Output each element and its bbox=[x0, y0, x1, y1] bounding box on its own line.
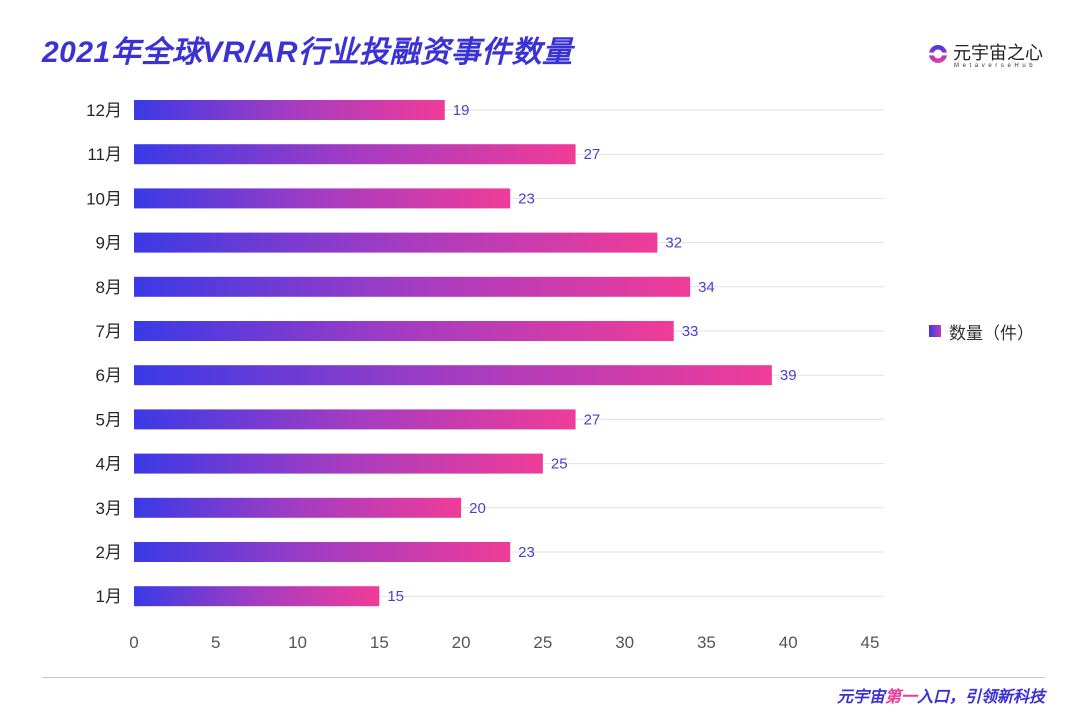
x-tick-label: 15 bbox=[370, 633, 389, 652]
footer-slogan-highlight: 第一 bbox=[884, 689, 917, 706]
data-label: 25 bbox=[551, 456, 568, 473]
x-tick-label: 40 bbox=[779, 633, 798, 652]
data-label: 32 bbox=[665, 235, 682, 252]
category-label: 4月 bbox=[96, 455, 122, 474]
category-label: 5月 bbox=[96, 410, 122, 429]
bar bbox=[134, 586, 380, 607]
data-label: 34 bbox=[698, 279, 715, 296]
bar bbox=[134, 276, 691, 297]
data-label: 39 bbox=[780, 367, 797, 384]
logo-subtitle: MetaverseHub bbox=[954, 63, 1037, 69]
bar bbox=[134, 321, 674, 341]
category-label: 10月 bbox=[86, 189, 122, 208]
x-tick-label: 25 bbox=[533, 633, 552, 652]
bar bbox=[134, 453, 543, 474]
x-tick-label: 35 bbox=[697, 633, 716, 652]
bar bbox=[134, 409, 576, 430]
category-label: 7月 bbox=[96, 322, 122, 341]
category-label: 2月 bbox=[96, 543, 122, 562]
x-tick-label: 45 bbox=[861, 633, 880, 652]
metaverse-hub-logo-icon bbox=[929, 45, 947, 63]
brand-logo: 元宇宙之心 MetaverseHub bbox=[928, 42, 1048, 72]
footer-slogan-prefix: 元宇宙 bbox=[836, 689, 885, 706]
chart-labels: 12月 19 11月 27 10月 23 9月 32 8月 34 7月 33 6月 39 5月 27 4月 25 3… bbox=[86, 101, 879, 652]
footer-slogan-suffix: 入口，引领新科技 bbox=[916, 689, 1045, 706]
legend-label: 数量（件） bbox=[949, 323, 1034, 343]
legend-swatch bbox=[929, 325, 941, 337]
data-label: 33 bbox=[682, 323, 699, 340]
category-label: 11月 bbox=[87, 145, 122, 164]
bar bbox=[134, 100, 445, 120]
x-tick-label: 0 bbox=[129, 633, 138, 652]
bar bbox=[134, 542, 511, 562]
data-label: 19 bbox=[453, 102, 470, 119]
bar bbox=[134, 497, 462, 518]
data-label: 27 bbox=[584, 411, 601, 428]
chart-title: 2021年全球VR/AR行业投融资事件数量 bbox=[42, 36, 573, 69]
bar bbox=[134, 365, 772, 386]
category-label: 12月 bbox=[86, 101, 122, 120]
bar bbox=[134, 188, 511, 209]
bar bbox=[134, 144, 576, 165]
category-label: 1月 bbox=[96, 587, 122, 606]
category-label: 8月 bbox=[96, 278, 122, 297]
category-label: 9月 bbox=[96, 234, 122, 253]
data-label: 20 bbox=[469, 500, 486, 517]
x-tick-label: 20 bbox=[452, 633, 471, 652]
data-label: 27 bbox=[584, 146, 601, 163]
category-label: 6月 bbox=[96, 366, 122, 385]
bar bbox=[134, 232, 658, 253]
x-tick-label: 5 bbox=[211, 633, 220, 652]
gridlines bbox=[134, 109, 884, 597]
chart-legend: 数量（件） bbox=[929, 320, 1034, 343]
footer-slogan: 元宇宙第一入口，引领新科技 bbox=[837, 688, 1045, 708]
data-label: 23 bbox=[518, 190, 535, 207]
category-label: 3月 bbox=[96, 499, 122, 518]
footer-divider bbox=[42, 677, 1045, 678]
x-tick-label: 10 bbox=[288, 633, 307, 652]
data-label: 23 bbox=[518, 544, 535, 561]
logo-name: 元宇宙之心 bbox=[953, 43, 1043, 63]
x-tick-label: 30 bbox=[615, 633, 634, 652]
bars bbox=[134, 100, 772, 607]
data-label: 15 bbox=[387, 588, 404, 605]
